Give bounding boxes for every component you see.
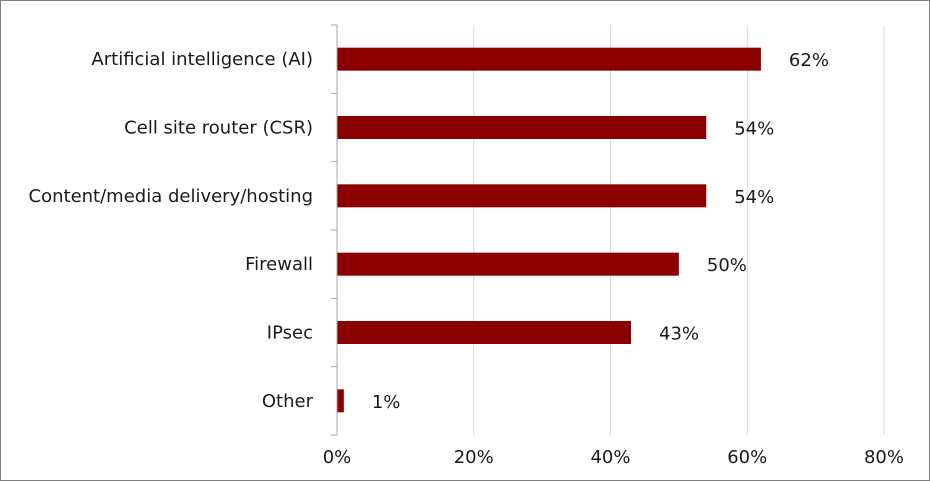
category-label-3: Firewall <box>245 254 313 275</box>
bars <box>337 47 761 413</box>
gridlines <box>473 25 885 435</box>
value-label-1: 54% <box>734 119 774 140</box>
value-label-0: 62% <box>789 50 829 71</box>
value-label-3: 50% <box>707 255 747 276</box>
x-tick-label-0: 0% <box>323 447 352 468</box>
x-tick-label-80: 80% <box>864 447 904 468</box>
bar-4 <box>337 321 632 344</box>
x-tick-label-60: 60% <box>727 447 767 468</box>
category-label-0: Artificial intelligence (AI) <box>91 49 313 70</box>
bar-3 <box>337 252 679 276</box>
bar-2 <box>337 184 707 208</box>
value-label-5: 1% <box>372 392 401 413</box>
bar-0 <box>337 47 761 71</box>
x-tick-label-40: 40% <box>590 447 630 468</box>
category-label-1: Cell site router (CSR) <box>124 118 313 139</box>
category-label-4: IPsec <box>267 323 313 344</box>
x-tick-label-20: 20% <box>454 447 494 468</box>
bar-1 <box>337 116 707 139</box>
value-label-4: 43% <box>659 324 699 345</box>
category-label-2: Content/media delivery/hosting <box>29 186 313 207</box>
value-label-2: 54% <box>734 187 774 208</box>
labels: Artificial intelligence (AI) 62% Cell site… <box>29 49 904 468</box>
axes <box>331 24 338 436</box>
category-label-5: Other <box>262 391 314 412</box>
bar-5 <box>337 389 344 413</box>
